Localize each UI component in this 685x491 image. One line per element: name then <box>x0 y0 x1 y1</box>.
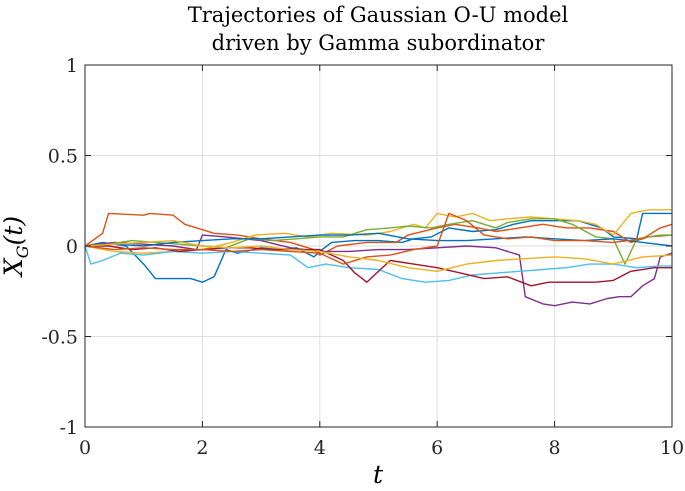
series-line-5 <box>84 218 672 265</box>
series-line-4 <box>84 234 673 307</box>
y-tick-label: -1 <box>59 417 78 439</box>
x-tick-label: 0 <box>79 437 91 459</box>
x-axis-label: t <box>373 460 384 489</box>
y-axis-label-main: X <box>0 257 28 278</box>
y-axis-label-sub: G <box>13 245 32 258</box>
chart-title-line-2: driven by Gamma subordinator <box>212 31 546 55</box>
series-line-9 <box>84 212 673 265</box>
x-tick-label: 8 <box>549 437 561 459</box>
y-tick-label: 0.5 <box>48 146 78 168</box>
y-axis-label: XG(t) <box>0 216 32 278</box>
chart-title-line-1: Trajectories of Gaussian O-U model <box>188 3 569 27</box>
series-line-6 <box>84 245 672 283</box>
series-line-10 <box>84 239 673 272</box>
x-tick-label: 6 <box>431 437 443 459</box>
x-tick-label: 10 <box>660 437 684 459</box>
ticks: 0 2 4 6 8 10 1 0.5 0 -0.5 -1 <box>41 55 684 459</box>
x-tick-label: 2 <box>196 437 208 459</box>
y-tick-label: 0 <box>66 236 78 258</box>
y-tick-label: 1 <box>66 55 78 77</box>
series-group <box>84 209 673 307</box>
y-axis-label-suffix: (t) <box>0 216 28 246</box>
y-tick-label: -0.5 <box>41 327 78 349</box>
series-line-2 <box>84 212 673 256</box>
x-tick-label: 4 <box>314 437 326 459</box>
